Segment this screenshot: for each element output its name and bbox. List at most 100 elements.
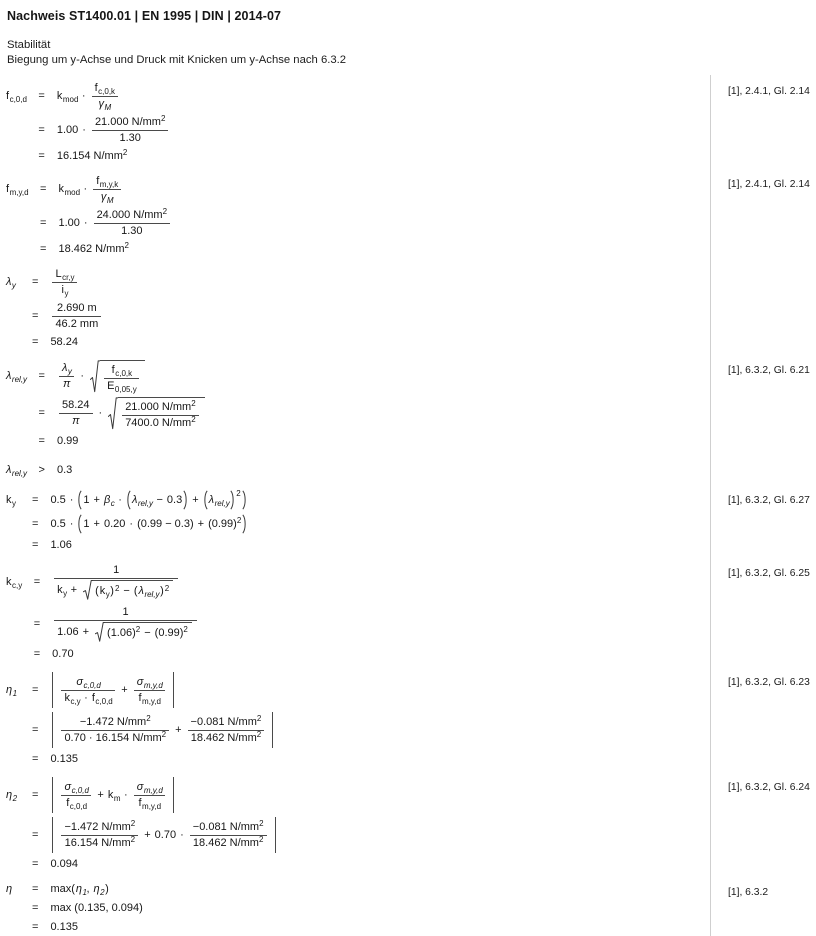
exponent: 2 <box>258 834 264 844</box>
fraction-numerator: 1 <box>54 605 197 621</box>
subscript: 0,05,y <box>114 384 137 394</box>
math-operator: + <box>192 493 199 506</box>
math-value: 0.5 <box>50 517 66 530</box>
fraction-numerator: σc,0,d <box>61 675 116 691</box>
section-subtitle: Stabilität Biegung um y-Achse und Druck … <box>0 38 816 68</box>
fraction-denominator: π <box>59 414 93 428</box>
subscript: m <box>113 793 121 803</box>
math-value: 2.690 m <box>56 301 97 314</box>
formula-rows: λrel,y = λy π · fc,0,k E0,05,y = 58.24 π · 21.000 N… <box>6 359 816 449</box>
formula-rows: η2 = σc,0,d fc,0,d + km · σm,y,d fm,y,d = −1.472 N… <box>6 776 816 872</box>
expression: 1.00 · 21.000 N/mm2 1.30 <box>56 114 171 145</box>
formula-rows: fc,0,d = kmod · fc,0,k γM = 1.00 · 21.000 N/mm2 1.… <box>6 81 816 164</box>
subscript: c,0,d <box>71 785 89 795</box>
fraction: fm,y,k γM <box>93 174 121 204</box>
left-paren: ( <box>133 585 138 598</box>
math-value: 1.00 <box>56 123 79 136</box>
relation-sign: = <box>32 828 39 841</box>
subscript: c,0,d <box>69 801 88 811</box>
reference-label: [1], 6.3.2 <box>728 886 769 898</box>
fraction-numerator: −1.472 N/mm2 <box>61 713 170 731</box>
fraction: −1.472 N/mm2 0.70 · 16.154 N/mm2 <box>61 713 170 745</box>
math-symbol: λrel,y <box>6 370 28 385</box>
exponent: 2 <box>191 414 196 424</box>
fraction-denominator: 1.30 <box>92 131 168 145</box>
math-value: 1 <box>122 605 129 618</box>
paren-content: λrel,y <box>138 585 161 599</box>
subscript: y <box>105 590 110 600</box>
formula-block-eta1: [1], 6.3.2, Gl. 6.23 η1 = σc,0,d kc,y · fc,0,d… <box>6 671 816 767</box>
formula-lhs: η1 <box>6 682 32 698</box>
math-operator: · <box>84 691 88 704</box>
subscript: m,y,d <box>143 680 163 690</box>
math-value: (1.06)2 <box>107 625 141 640</box>
fraction-denominator: 7400.0 N/mm2 <box>122 414 198 430</box>
math-value: 0.135 <box>50 921 78 934</box>
fraction-denominator: 0.70 · 16.154 N/mm2 <box>61 730 169 745</box>
relation-sign: = <box>32 883 39 896</box>
math-value: 24.000 N/mm2 <box>96 206 168 221</box>
formula-lhs <box>6 308 32 323</box>
relation-sign: = <box>38 407 45 420</box>
fraction-denominator: γM <box>92 97 118 112</box>
formula-rows: ky = 0.5 · 1 + βc · λrel,y −0.3 + λrel,y 2 = 0.5 · 1 +0.2… <box>6 489 816 553</box>
reference-label: [1], 6.3.2, Gl. 6.21 <box>728 364 810 376</box>
fraction-denominator: fm,y,d <box>134 691 166 706</box>
relation-sign: = <box>32 902 39 915</box>
math-value: 0.135 <box>50 753 78 766</box>
exponent: 2 <box>146 713 151 723</box>
fraction-denominator: 16.154 N/mm2 <box>61 835 138 850</box>
left-paren-icon <box>126 490 131 510</box>
right-paren-icon <box>230 490 235 510</box>
math-value: 1 <box>83 493 90 506</box>
math-operator: + <box>144 828 151 841</box>
math-value: 58.24 <box>50 336 78 349</box>
math-value: −1.472 N/mm2 <box>79 713 151 728</box>
expression: 1 ky +(ky) 2−(λrel,y) 2 <box>52 563 199 601</box>
paren-content: λrel,y −0.3 <box>131 493 183 508</box>
relation-sign: = <box>40 243 47 256</box>
paren-content: η1, η2 <box>75 883 105 898</box>
exponent: 2 <box>114 584 120 594</box>
square-root: (1.06)2− (0.99)2 <box>95 621 192 642</box>
formula-lhs <box>6 122 38 137</box>
math-value: (0.99 − 0.3) <box>137 517 194 530</box>
subscript: c,0,d <box>9 94 27 104</box>
fraction-denominator: 46.2 mm <box>52 317 101 331</box>
formula-block-cond: λrel,y >0.3 <box>6 463 816 478</box>
math-value: 1.06 <box>50 539 72 552</box>
math-value: −0.081 N/mm2 <box>192 818 264 833</box>
math-symbol: ky <box>6 493 16 508</box>
subscript: c,0,k <box>98 86 116 96</box>
subscript: y <box>64 288 69 298</box>
fraction-denominator: ky +(ky) 2−(λrel,y) 2 <box>54 579 178 601</box>
math-symbol: fc,0,d <box>6 89 27 104</box>
subscript: 1 <box>12 688 18 698</box>
fraction-denominator: fc,0,d <box>61 796 91 811</box>
formula-lhs <box>6 616 34 631</box>
exponent: 2 <box>256 713 262 723</box>
expression: Lcr,y iy <box>50 267 103 297</box>
math-operator: · <box>82 123 86 136</box>
paren-group: (λrel,y) 2 <box>133 584 170 599</box>
exponent: 2 <box>164 584 170 594</box>
math-symbol: π <box>72 415 80 428</box>
fraction-numerator: λy <box>58 361 75 378</box>
fraction: −0.081 N/mm2 18.462 N/mm2 <box>187 713 265 745</box>
expression: 0.70 <box>52 647 199 662</box>
reference-label: [1], 6.3.2, Gl. 6.24 <box>728 781 810 793</box>
fraction-numerator: 21.000 N/mm2 <box>91 114 169 131</box>
math-symbol: fm,y,d <box>6 182 29 197</box>
relation-sign: = <box>33 617 41 630</box>
math-symbol: βc <box>103 493 115 508</box>
math-symbol: γM <box>98 97 112 112</box>
math-operator: − <box>156 493 163 506</box>
math-symbol: π <box>63 378 71 391</box>
fraction: 1 1.06 + (1.06)2− (0.99)2 <box>54 605 197 643</box>
math-symbol: η2 <box>93 883 105 898</box>
expression: −1.472 N/mm2 16.154 N/mm2 +0.70 · −0.081 N/m… <box>50 816 277 853</box>
formula-lhs: ky <box>6 492 32 508</box>
exponent: 2 <box>256 729 262 739</box>
left-paren-icon <box>77 514 82 534</box>
